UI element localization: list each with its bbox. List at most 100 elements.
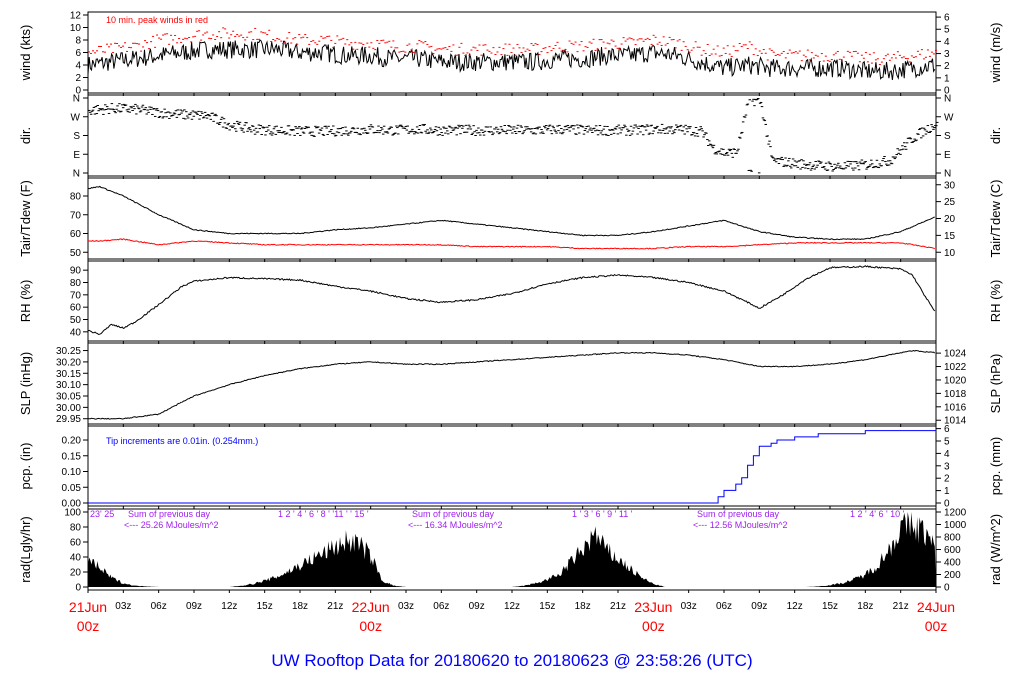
rad-sum-value: <--- 25.26 MJoules/m^2 [124,520,219,530]
y2-tick-label: 1 [944,486,950,497]
y-tick-label: 10 [70,23,82,34]
y2-axis-label: SLP (hPa) [988,354,1003,414]
panel-slp: SLP (inHg) SLP (hPa)29.9530.0030.0530.103… [18,342,1003,427]
plot-frame [87,177,937,260]
y-axis-label: pcp. (in) [18,443,33,490]
y-tick-label: 29.95 [56,414,81,425]
y-tick-label: 80 [70,192,82,203]
series-wind [87,39,936,80]
y2-tick-label: 400 [944,558,961,569]
pcp-annotation: Tip increments are 0.01in. (0.254mm.) [106,436,258,446]
rad-hour-labels: 1 2 ' 4' 6 ' 10 ' [850,509,905,519]
y-tick-label: 20 [70,568,82,579]
series-precip [88,430,936,504]
y-tick-label: 12 [70,11,82,22]
y2-tick-label: 25 [944,197,956,208]
panel-pcp: pcp. (in) pcp. (mm) 0.00 0.05 0.10 0.15 0.20 0 1… [18,424,1003,509]
rad-sum-label: Sum of previous day [128,509,211,519]
y2-tick-label: 1200 [944,508,967,519]
y-tick-label: 100 [64,508,81,519]
x-tick-label: 09z [469,601,485,612]
y2-axis-label: Tair/Tdew (C) [988,179,1003,257]
y2-tick-label: 3 [944,49,950,60]
series-slp [87,349,936,420]
panel-temp: Tair/Tdew (F) Tair/Tdew (C) 50 60 70 80 10 15 20… [18,177,1003,262]
y-tick-label: 0.10 [62,467,82,478]
x-tick-label: 06z [433,601,449,612]
y-tick-label: 60 [70,538,82,549]
y-tick-label: 30.00 [56,403,81,414]
rad-sum-label: Sum of previous day [412,509,495,519]
y2-tick-label: 1020 [944,375,967,386]
rad-hour-labels: 23' 25 [90,509,114,519]
rad-sum-value: <--- 12.56 MJoules/m^2 [693,520,788,530]
y2-tick-label: W [944,112,954,123]
y-tick-label: 90 [70,266,82,277]
x-tick-label: 15z [539,601,555,612]
y2-tick-label: 4 [944,449,950,460]
x-tick-label: 12z [221,601,237,612]
y2-tick-label: 10 [944,248,956,259]
x-axis: 21Jun 00z 03z 06z 09z 12z 15z 18z 21z 22Jun 00z 03z… [69,599,955,634]
y-tick-label: 60 [70,229,82,240]
series-tdew [87,238,935,250]
rad-hour-labels: 1 ' 3 ' 6 ' 9 ' 11 ' [572,509,633,519]
y2-tick-label: 2 [944,474,950,485]
y-tick-label: 40 [70,553,82,564]
x-date-hour-label: 00z [77,618,100,634]
y2-tick-label: 600 [944,545,961,556]
rad-sum-value: <--- 16.34 MJoules/m^2 [408,520,503,530]
x-tick-label: 06z [151,601,167,612]
y-axis-label: SLP (inHg) [18,352,33,415]
y-tick-label: 30.15 [56,369,81,380]
y-tick-label: 30.20 [56,357,81,368]
x-tick-label: 03z [681,601,697,612]
rad-sum-label: Sum of previous day [697,509,780,519]
y-tick-label: 30.10 [56,380,81,391]
y-tick-label: W [71,112,81,123]
y2-tick-label: S [944,131,951,142]
x-date-hour-label: 00z [642,618,665,634]
y-tick-label: 80 [70,278,82,289]
y2-axis-label: pcp. (mm) [988,437,1003,496]
chart-title: UW Rooftop Data for 20180620 to 20180623… [271,651,752,670]
x-tick-label: 09z [751,601,767,612]
x-tick-label: 15z [257,601,273,612]
y2-tick-label: 1022 [944,362,967,373]
y-axis-label: Tair/Tdew (F) [18,180,33,257]
x-date-hour-label: 00z [925,618,948,634]
y2-axis-label: dir. [988,127,1003,144]
y2-tick-label: 1024 [944,349,967,360]
y2-tick-label: 6 [944,424,950,435]
y-axis-label: dir. [18,127,33,144]
wind-annotation: 10 min. peak winds in red [106,15,208,25]
plot-frame [87,260,937,342]
panel-dir: dir. dir.N NE ES SW WN N [18,94,1003,180]
y-axis-label: wind (kts) [18,25,33,82]
x-tick-label: 21z [327,601,343,612]
x-date-label: 24Jun [917,599,955,615]
y2-tick-label: 30 [944,180,956,191]
y-tick-label: 0.00 [62,499,82,510]
y-tick-label: 30.25 [56,346,81,357]
y-tick-label: 0 [75,86,81,97]
y-tick-label: N [73,169,80,180]
y2-tick-label: 2 [944,61,950,72]
y-tick-label: 0.15 [62,451,82,462]
y2-tick-label: 0 [944,583,950,594]
y2-tick-label: 5 [944,25,950,36]
y-tick-label: 50 [70,315,82,326]
y2-tick-label: 6 [944,13,950,24]
y-tick-label: 60 [70,303,82,314]
y2-tick-label: 0 [944,499,950,510]
x-tick-label: 15z [822,601,838,612]
y2-tick-label: 1014 [944,416,967,427]
y2-tick-label: N [944,169,951,180]
y-tick-label: 0 [75,583,81,594]
x-tick-label: 06z [716,601,732,612]
y-tick-label: 40 [70,327,82,338]
y2-tick-label: 1016 [944,402,967,413]
y-tick-label: S [73,131,80,142]
